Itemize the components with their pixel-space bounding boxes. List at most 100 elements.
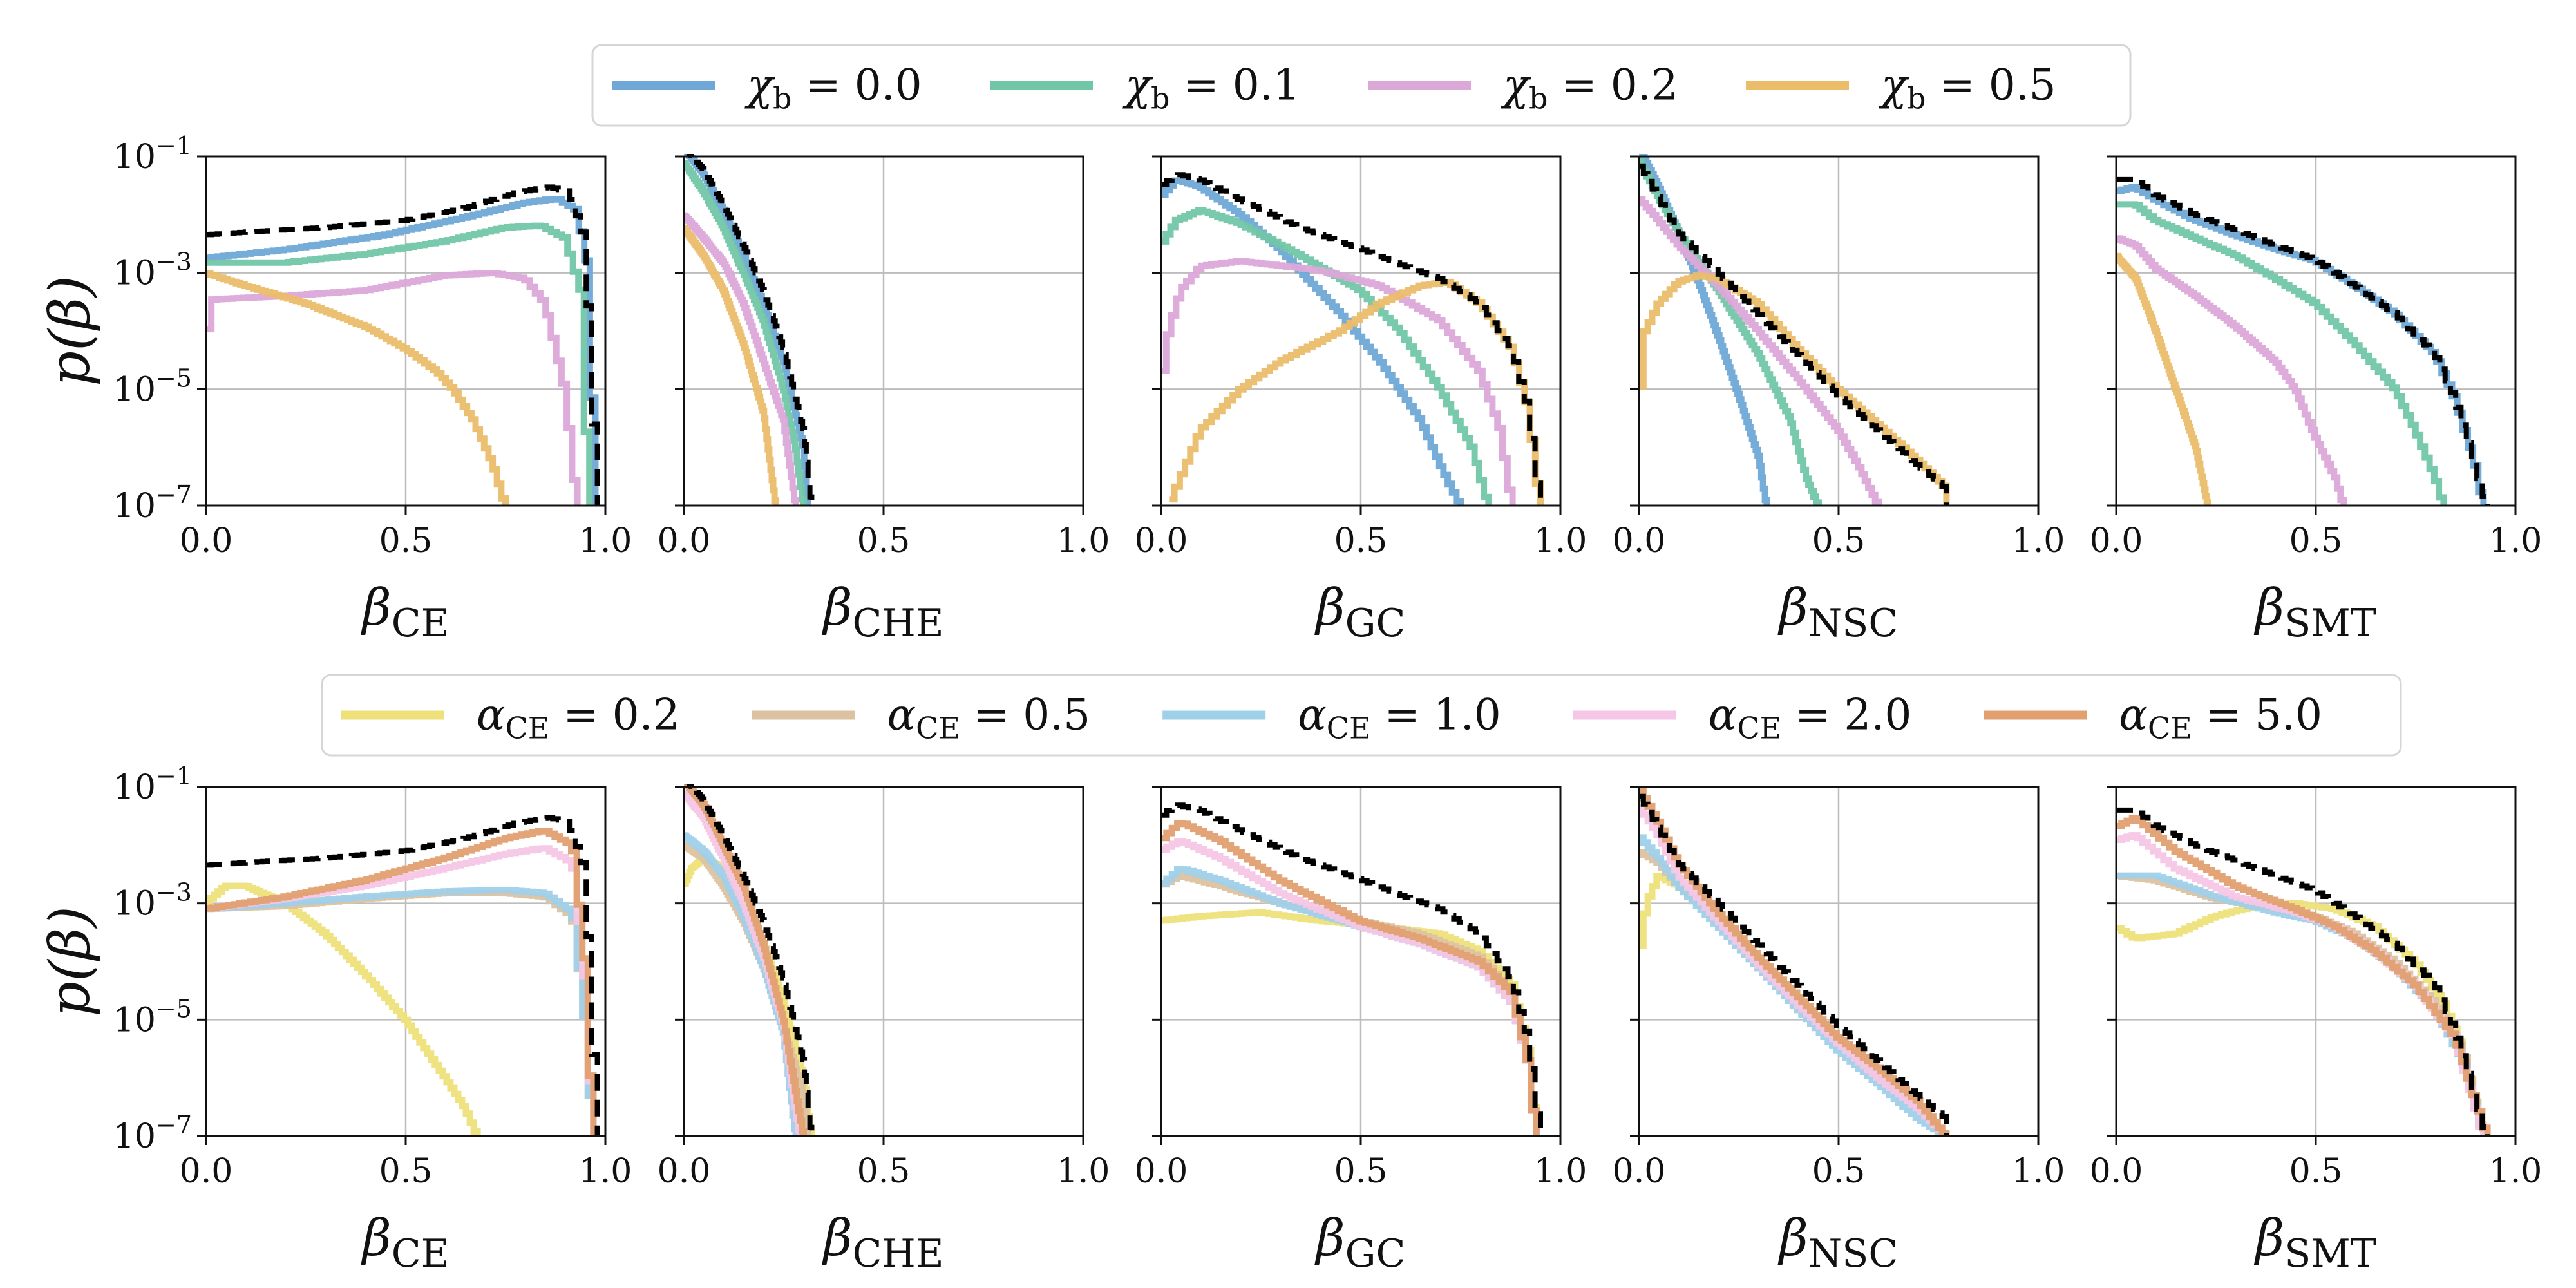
x-tick-label: 0.0 bbox=[658, 1152, 711, 1191]
series-line-2 bbox=[684, 212, 799, 506]
y-tick-label: 10−7 bbox=[113, 480, 192, 526]
y-tick-label: 10−1 bbox=[113, 131, 192, 176]
x-tick-label: 0.0 bbox=[1135, 522, 1188, 560]
series-line-1 bbox=[1639, 158, 1822, 506]
series-line-2 bbox=[206, 887, 597, 1136]
x-tick-label: 0.0 bbox=[1135, 1152, 1188, 1191]
x-tick-label: 1.0 bbox=[1057, 522, 1110, 560]
panel-r1-c0: 0.0 0.5 1.0 10−1 10−3 10−5 10−7 βCE bbox=[113, 762, 632, 1276]
series-line-2 bbox=[1161, 258, 1516, 506]
x-tick-label: 0.5 bbox=[1812, 1152, 1866, 1191]
x-tick-label: 0.0 bbox=[2090, 522, 2143, 560]
series-line-2 bbox=[2116, 235, 2347, 506]
legend-entry-label: αCE = 0.5 bbox=[887, 690, 1091, 746]
series-line-4 bbox=[684, 784, 807, 1136]
x-axis-label: βCE bbox=[361, 579, 450, 646]
x-tick-label: 0.5 bbox=[1334, 522, 1388, 560]
y-tick-label: 10−7 bbox=[113, 1111, 192, 1156]
series-line-2 bbox=[1639, 834, 1950, 1136]
y-tick-label: 10−5 bbox=[113, 994, 192, 1039]
series-line-3 bbox=[1639, 804, 1950, 1136]
x-tick-label: 0.5 bbox=[1812, 522, 1866, 560]
legend-entry-label: χb = 0.0 bbox=[744, 61, 922, 116]
x-tick-label: 1.0 bbox=[1534, 1152, 1587, 1191]
x-tick-label: 0.0 bbox=[180, 522, 233, 560]
total-line bbox=[1161, 802, 1543, 1136]
series-line-2 bbox=[1161, 866, 1540, 1136]
x-tick-label: 1.0 bbox=[2012, 522, 2065, 560]
series-line-3 bbox=[1639, 272, 1950, 506]
x-axis-label: βGC bbox=[1314, 579, 1406, 646]
x-axis-label: βCHE bbox=[821, 579, 943, 646]
panel-r0-c0: 0.0 0.5 1.0 10−1 10−3 10−5 10−7 βCE bbox=[113, 131, 632, 646]
x-tick-label: 0.0 bbox=[1613, 1152, 1666, 1191]
x-tick-label: 1.0 bbox=[2489, 1152, 2543, 1191]
x-tick-label: 1.0 bbox=[2012, 1152, 2065, 1191]
x-tick-label: 1.0 bbox=[579, 1152, 632, 1191]
x-tick-label: 1.0 bbox=[579, 522, 632, 560]
x-tick-label: 1.0 bbox=[1534, 522, 1587, 560]
legend-entry-label: αCE = 1.0 bbox=[1298, 690, 1501, 746]
x-axis-label: βGC bbox=[1314, 1209, 1406, 1276]
total-line bbox=[1639, 793, 1949, 1136]
x-axis-label: βSMT bbox=[2253, 579, 2376, 646]
series-line-0 bbox=[1639, 154, 1770, 506]
series-line-4 bbox=[1161, 820, 1540, 1136]
legend-frame bbox=[321, 674, 2402, 757]
x-tick-label: 0.5 bbox=[1334, 1152, 1388, 1191]
series-line-0 bbox=[206, 882, 481, 1136]
x-tick-label: 0.0 bbox=[2090, 1152, 2143, 1191]
series-line-3 bbox=[2116, 252, 2211, 506]
total-line bbox=[1639, 163, 1949, 506]
legend-entry-label: αCE = 2.0 bbox=[1709, 690, 1912, 746]
series-line-3 bbox=[684, 225, 779, 506]
x-axis-label: βCE bbox=[361, 1209, 450, 1276]
series-line-0 bbox=[1161, 909, 1540, 1136]
x-tick-label: 0.0 bbox=[1613, 522, 1666, 560]
panel-r0-c4: 0.0 0.5 1.0 βSMT bbox=[2090, 155, 2542, 646]
panel-r1-c2: 0.0 0.5 1.0 βGC bbox=[1135, 786, 1587, 1276]
x-axis-label: βSMT bbox=[2253, 1209, 2376, 1276]
panel-r0-c2: 0.0 0.5 1.0 βGC bbox=[1135, 155, 1587, 646]
legend-frame bbox=[591, 44, 2132, 127]
x-axis-label: βNSC bbox=[1777, 1209, 1899, 1276]
x-tick-label: 0.5 bbox=[379, 1152, 433, 1191]
panel-r1-c1: 0.0 0.5 1.0 βCHE bbox=[658, 784, 1110, 1276]
total-line bbox=[206, 815, 600, 1136]
total-line bbox=[1161, 172, 1543, 506]
y-tick-label: 10−3 bbox=[113, 878, 192, 923]
total-line bbox=[206, 184, 600, 506]
x-tick-label: 1.0 bbox=[1057, 1152, 1110, 1191]
legend-entry-label: χb = 0.2 bbox=[1501, 61, 1678, 116]
legend-bottom: αCE = 0.2 αCE = 0.5 αCE = 1.0 αCE = 2.0 αCE … bbox=[321, 674, 2402, 757]
legend-entry-label: αCE = 0.2 bbox=[477, 690, 680, 746]
y-axis-label: p(β) bbox=[38, 906, 102, 1017]
series-line-3 bbox=[1169, 278, 1544, 506]
panel-r1-c4: 0.0 0.5 1.0 βSMT bbox=[2090, 786, 2543, 1276]
total-line bbox=[2116, 807, 2490, 1136]
legend-entry-label: χb = 0.5 bbox=[1879, 61, 2056, 116]
series-line-1 bbox=[206, 222, 593, 506]
x-axis-label: βNSC bbox=[1777, 579, 1899, 646]
panel-r1-c3: 0.0 0.5 1.0 βNSC bbox=[1613, 786, 2065, 1276]
y-tick-label: 10−3 bbox=[113, 248, 192, 293]
x-tick-label: 0.5 bbox=[857, 1152, 911, 1191]
series-line-4 bbox=[2116, 815, 2491, 1136]
legend-top: χb = 0.0 χb = 0.1 χb = 0.2 χb = 0.5 bbox=[591, 44, 2132, 127]
x-tick-label: 0.5 bbox=[857, 522, 911, 560]
x-tick-label: 0.5 bbox=[2289, 1152, 2343, 1191]
series-line-2 bbox=[1639, 196, 1882, 506]
x-axis-label: βCHE bbox=[821, 1209, 943, 1276]
series-line-0 bbox=[1161, 177, 1464, 506]
y-tick-label: 10−5 bbox=[113, 364, 192, 409]
total-line bbox=[685, 154, 815, 506]
x-tick-label: 0.5 bbox=[2289, 522, 2343, 560]
series-line-0 bbox=[206, 196, 599, 506]
series-line-2 bbox=[206, 270, 581, 506]
legend-entry-label: αCE = 5.0 bbox=[2119, 690, 2322, 746]
series-line-4 bbox=[206, 828, 597, 1136]
y-axis-label: p(β) bbox=[38, 276, 102, 386]
total-line bbox=[685, 784, 815, 1136]
series-line-3 bbox=[1161, 838, 1540, 1136]
